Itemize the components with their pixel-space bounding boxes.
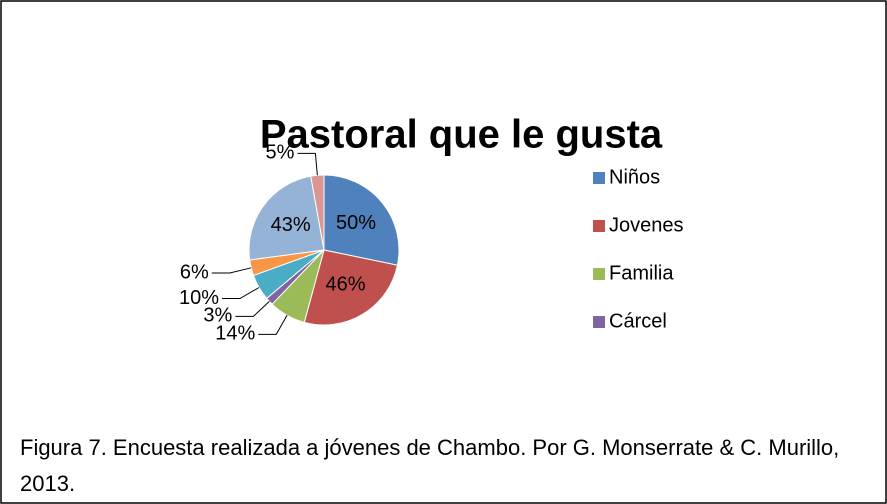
data-label: 43% — [271, 214, 311, 236]
data-label: 5% — [265, 142, 294, 164]
pie-slice — [303, 249, 399, 326]
legend-label: Familia — [609, 262, 674, 284]
data-label: 10% — [179, 287, 219, 309]
pie-slice — [248, 175, 325, 261]
chart-title: Pastoral que le gusta — [260, 113, 663, 157]
legend-swatch — [593, 268, 605, 280]
data-label: 46% — [326, 273, 366, 295]
pie-slice — [323, 174, 400, 266]
legend-label: Niños — [609, 166, 660, 188]
leader-line — [211, 267, 252, 274]
data-label: 6% — [180, 261, 209, 283]
data-label: 3% — [203, 305, 232, 327]
data-label: 14% — [215, 323, 255, 345]
leader-line — [235, 300, 270, 317]
data-label: 50% — [336, 212, 376, 234]
legend-label: Jovenes — [609, 214, 684, 236]
leader-line — [221, 287, 260, 299]
caption: Figura 7. Encuesta realizada a jóvenes d… — [20, 435, 840, 496]
legend-swatch — [593, 316, 605, 328]
legend-label: Cárcel — [609, 310, 667, 332]
legend-swatch — [593, 172, 605, 184]
leader-line — [297, 152, 318, 176]
legend-swatch — [593, 220, 605, 232]
leader-line — [258, 315, 288, 335]
